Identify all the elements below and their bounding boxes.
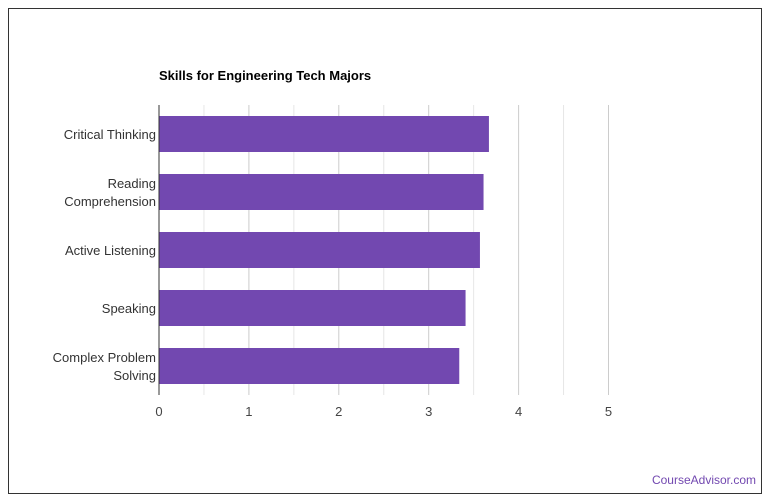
category-label: Active Listening <box>65 243 156 258</box>
x-tick-label: 5 <box>605 404 612 419</box>
x-tick-label: 4 <box>515 404 522 419</box>
chart-title: Skills for Engineering Tech Majors <box>159 68 372 83</box>
category-label: Complex Problem <box>53 350 156 365</box>
category-label: Comprehension <box>64 194 156 209</box>
category-label: Reading <box>108 176 156 191</box>
bar <box>159 174 484 210</box>
bar <box>159 290 466 326</box>
category-label: Speaking <box>102 301 156 316</box>
category-label: Critical Thinking <box>64 127 156 142</box>
x-tick-label: 0 <box>155 404 162 419</box>
category-label: Solving <box>113 368 156 383</box>
bar <box>159 348 460 384</box>
x-tick-label: 2 <box>335 404 342 419</box>
credit-link[interactable]: CourseAdvisor.com <box>651 473 756 487</box>
x-tick-label: 1 <box>245 404 252 419</box>
bar <box>159 232 480 268</box>
x-tick-label: 3 <box>425 404 432 419</box>
bar <box>159 116 489 152</box>
